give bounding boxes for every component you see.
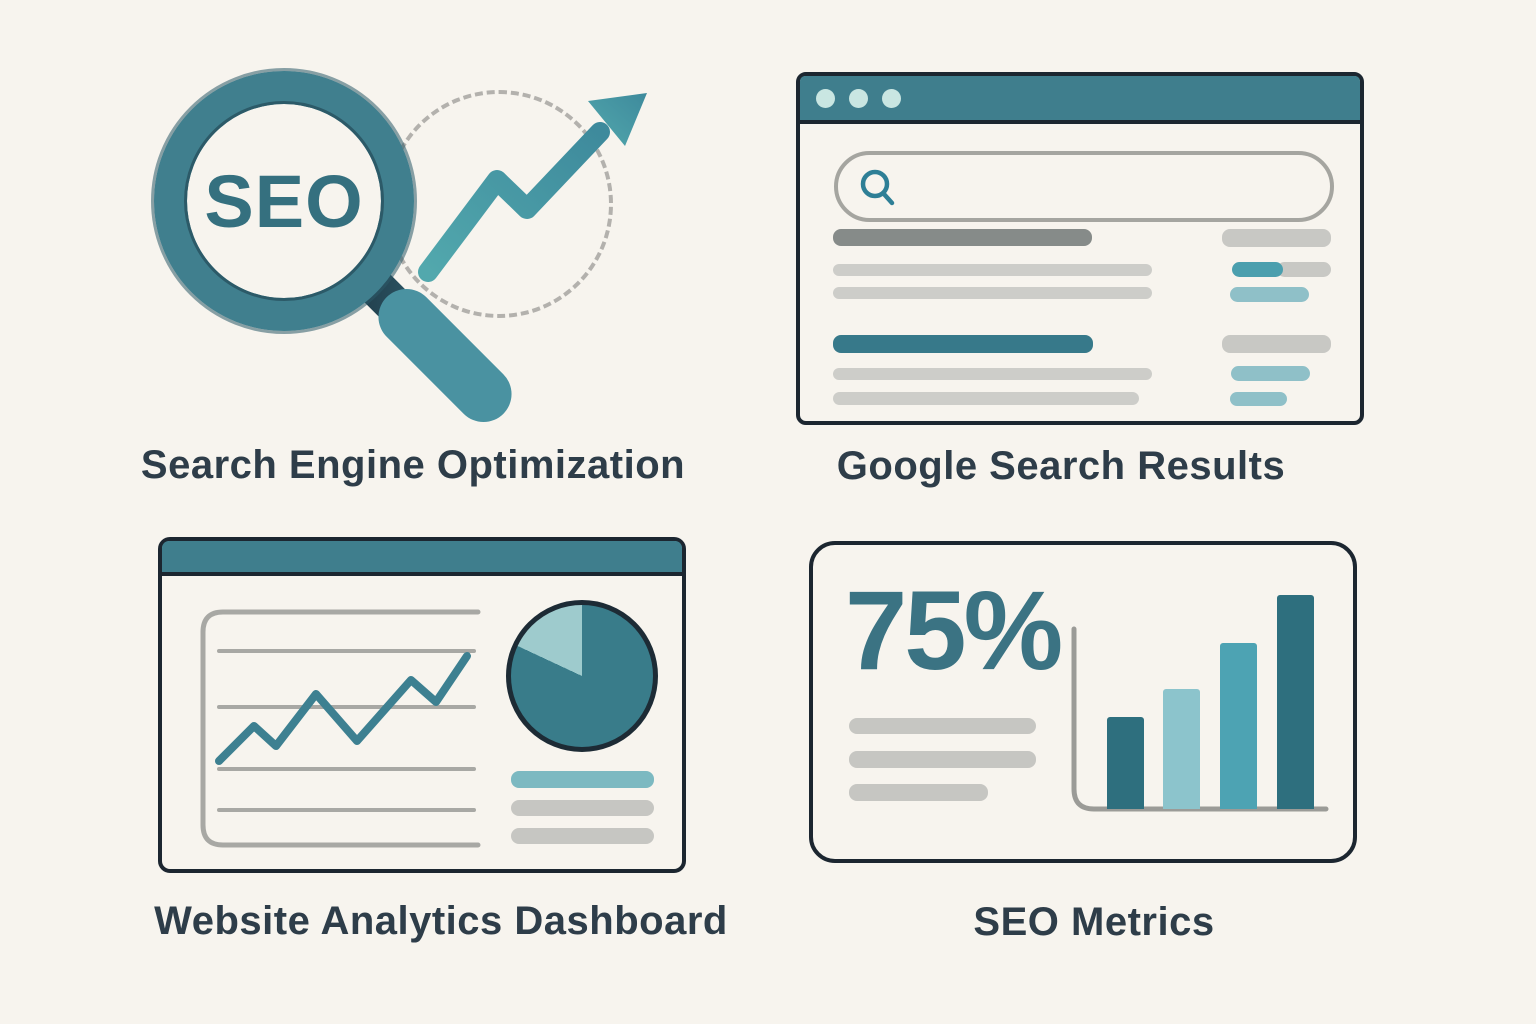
window-control-dot [849,88,868,108]
stat-bar [511,771,654,788]
bar-chart-axis [1071,626,1329,812]
search-icon [860,169,895,206]
stat-bar [511,800,654,816]
dashboard-window-mockup [158,537,686,873]
metric-bar [1163,689,1200,809]
metric-bar [1220,643,1257,809]
pie-chart [506,600,658,752]
dashboard-titlebar [162,541,682,576]
metric-text-line [849,751,1036,768]
metric-percentage: 75% [845,568,1063,693]
metric-text-placeholder [813,545,1353,859]
metrics-card: 75% [809,541,1357,863]
window-control-dot [816,88,835,108]
browser-titlebar [800,76,1360,124]
metric-text-line [849,718,1036,734]
caption-website-analytics-dashboard: Website Analytics Dashboard [154,899,728,943]
caption-search-engine-optimization: Search Engine Optimization [140,443,686,487]
metric-bar [1277,595,1314,809]
bar-chart [813,545,1353,859]
dashboard-stat-bars [162,541,682,869]
browser-window-mockup [796,72,1364,425]
window-control-dot [882,88,901,108]
caption-google-search-results: Google Search Results [836,444,1286,488]
stat-bar [511,828,654,844]
caption-seo-metrics: SEO Metrics [973,900,1215,944]
search-results-placeholder [800,76,1360,421]
metric-bar [1107,717,1144,809]
seo-badge-text: SEO [204,159,364,243]
growth-arrow-icon [418,93,647,282]
search-bar [834,151,1334,222]
metric-text-line [849,784,988,801]
